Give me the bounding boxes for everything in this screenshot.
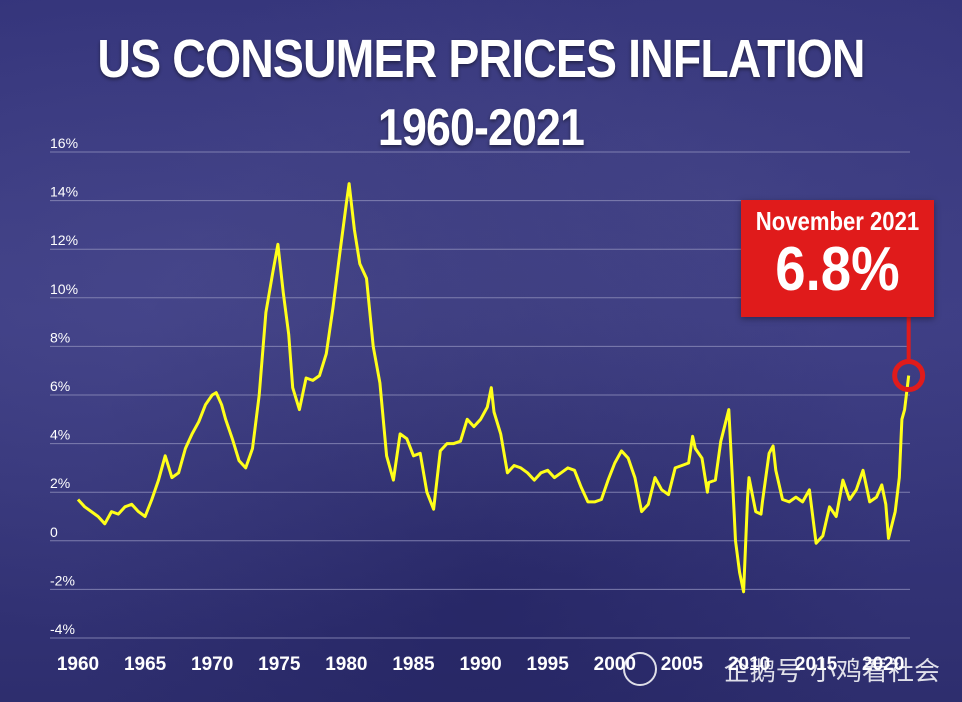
callout-ring <box>892 359 926 393</box>
x-tick-label: 1975 <box>258 654 301 675</box>
series-line <box>76 182 911 594</box>
callout-value: 6.8% <box>775 235 900 304</box>
callout-box: November 2021 6.8% <box>741 200 934 317</box>
y-axis-ticks: 16% 14% 12% 10% 8% 6% 4% 2% 0 -2% -4% <box>50 135 78 637</box>
y-tick-label: 0 <box>50 524 58 540</box>
x-tick-label: 2020 <box>862 654 904 675</box>
penguin-icon <box>623 652 657 686</box>
x-tick-label: 1990 <box>459 654 501 675</box>
x-tick-label: 2005 <box>661 654 704 675</box>
y-tick-label: 14% <box>50 184 78 200</box>
y-tick-label: 8% <box>50 329 70 345</box>
callout-label: November 2021 <box>755 206 920 236</box>
x-tick-label: 1965 <box>124 654 167 675</box>
y-tick-label: 12% <box>50 232 78 248</box>
x-axis-ticks: 1960 1965 1970 1975 1980 1985 1990 1995 2000 2005… <box>57 654 904 675</box>
chart-subtitle: 1960-2021 <box>377 99 585 157</box>
y-tick-label: 4% <box>50 427 70 443</box>
november-2021-marker <box>892 317 926 393</box>
x-tick-label: 1980 <box>325 654 367 675</box>
x-tick-label: 2010 <box>728 654 770 675</box>
watermark: 企鹅号 小鸡看社会 <box>723 657 940 687</box>
x-tick-label: 1970 <box>191 654 233 675</box>
x-tick-label: 1960 <box>57 654 99 675</box>
y-tick-label: 6% <box>50 378 70 394</box>
x-tick-label: 1995 <box>527 654 570 675</box>
y-tick-label: 16% <box>50 135 78 151</box>
y-tick-label: 2% <box>50 475 70 491</box>
chart-title: US CONSUMER PRICES INFLATION <box>97 29 865 89</box>
x-tick-label: 2015 <box>795 654 838 675</box>
y-tick-label: -2% <box>50 572 75 588</box>
y-tick-label: 10% <box>50 281 78 297</box>
x-tick-label: 1985 <box>392 654 435 675</box>
y-tick-label: -4% <box>50 621 75 637</box>
inflation-series <box>76 182 911 594</box>
